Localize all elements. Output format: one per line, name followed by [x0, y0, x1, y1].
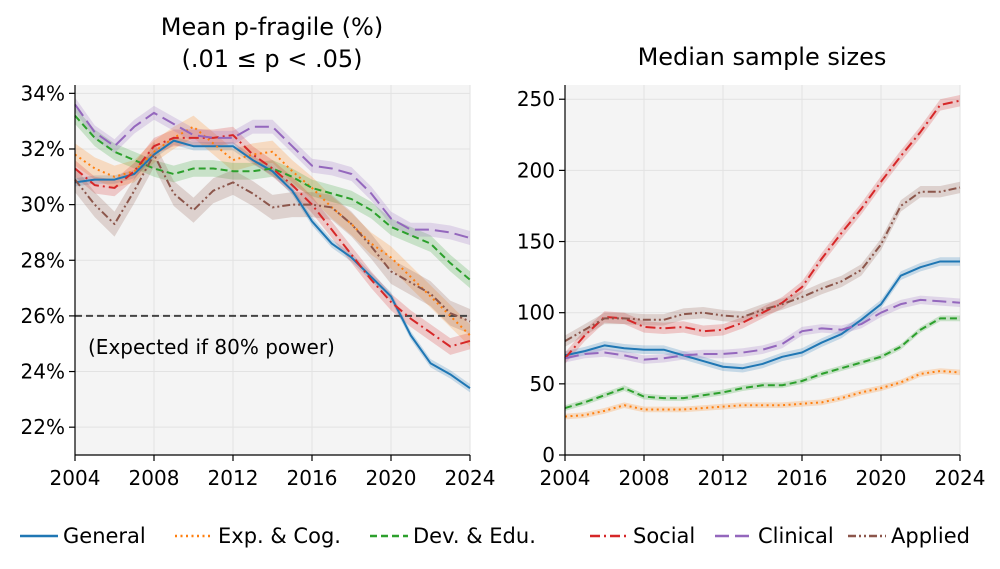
left-x-tick-label: 2016: [287, 466, 338, 490]
left-y-tick-label: 26%: [21, 304, 65, 328]
legend-item-clinical: Clinical: [715, 524, 834, 548]
legend-label: Exp. & Cog.: [218, 524, 341, 548]
left-line-applied: [74, 153, 471, 323]
left-x-tick-label: 2024: [445, 466, 496, 490]
right-x-tick-label: 2008: [619, 466, 670, 490]
right-band-exp-cog: [565, 368, 960, 420]
left-band-applied: [75, 142, 470, 334]
left-x-tick-label: 2020: [366, 466, 417, 490]
left-x-tick-label: 2004: [50, 466, 101, 490]
left-chart-title: Mean p-fragile (%): [161, 13, 383, 41]
right-chart-title: Median sample sizes: [638, 43, 887, 71]
legend: General Exp. & Cog. Dev. & Edu. Social Clini…: [20, 524, 970, 548]
right-x-tick-label: 2020: [856, 466, 907, 490]
right-y-tick-label: 200: [517, 158, 555, 182]
left-band-exp-cog: [75, 115, 470, 347]
right-y-tick-label: 150: [517, 230, 555, 254]
right-x-tick-label: 2016: [777, 466, 828, 490]
left-line-general: [74, 139, 471, 390]
left-ticks: 2004 2008 2012 2016 2020 2024 22% 24% 26% 28% 30% 3…: [21, 81, 496, 490]
right-line-dev-edu: [564, 317, 960, 409]
right-line-clinical: [564, 298, 961, 361]
legend-item-social: Social: [590, 524, 695, 548]
left-band-general: [75, 136, 470, 393]
right-x-tick-label: 2004: [540, 466, 591, 490]
right-band-general: [565, 257, 960, 373]
right-y-tick-label: 50: [530, 372, 555, 396]
left-chart: 2004 2008 2012 2016 2020 2024 22% 24% 26% 28% 30% 3…: [21, 13, 496, 490]
left-y-tick-label: 24%: [21, 360, 65, 384]
right-x-tick-label: 2024: [935, 466, 986, 490]
right-series-lines: [564, 99, 961, 418]
legend-label: Dev. & Edu.: [413, 524, 536, 548]
right-y-tick-label: 250: [517, 87, 555, 111]
left-y-tick-label: 28%: [21, 248, 65, 272]
right-band-applied: [565, 181, 960, 347]
reference-annotation: (Expected if 80% power): [88, 335, 335, 359]
left-line-exp-cog: [74, 125, 471, 337]
right-line-general: [564, 260, 960, 370]
legend-label: Applied: [891, 524, 970, 548]
legend-item-applied: Applied: [848, 524, 970, 548]
legend-item-general: General: [20, 524, 146, 548]
left-chart-subtitle: (.01 ≤ p < .05): [181, 45, 362, 73]
legend-item-dev-edu: Dev. & Edu.: [370, 524, 536, 548]
left-y-tick-label: 32%: [21, 137, 65, 161]
right-line-exp-cog: [564, 370, 961, 418]
right-x-tick-label: 2012: [698, 466, 749, 490]
legend-label: Clinical: [758, 524, 834, 548]
left-band-clinical: [75, 97, 470, 245]
left-x-tick-label: 2012: [208, 466, 259, 490]
right-chart: 2004 2008 2012 2016 2020 2024050100150200250 …: [517, 43, 986, 490]
right-ticks: 2004 2008 2012 2016 2020 2024 0 50 100 150 200 250: [517, 87, 986, 490]
legend-item-exp-cog: Exp. & Cog.: [175, 524, 341, 548]
left-line-social: [74, 134, 471, 348]
left-series-lines: [74, 103, 471, 390]
right-plot-area: [565, 85, 960, 455]
left-y-tick-label: 22%: [21, 415, 65, 439]
left-line-clinical: [74, 103, 471, 239]
left-y-tick-label: 30%: [21, 193, 65, 217]
legend-label: Social: [633, 524, 695, 548]
left-plot-area: [75, 85, 470, 455]
legend-label: General: [63, 524, 146, 548]
left-x-tick-label: 2008: [129, 466, 180, 490]
right-y-tick-label: 0: [542, 443, 555, 467]
right-line-social: [564, 99, 961, 359]
right-y-tick-label: 100: [517, 301, 555, 325]
right-band-clinical: [565, 295, 960, 364]
right-line-applied: [564, 186, 961, 343]
left-y-tick-label: 34%: [21, 81, 65, 105]
